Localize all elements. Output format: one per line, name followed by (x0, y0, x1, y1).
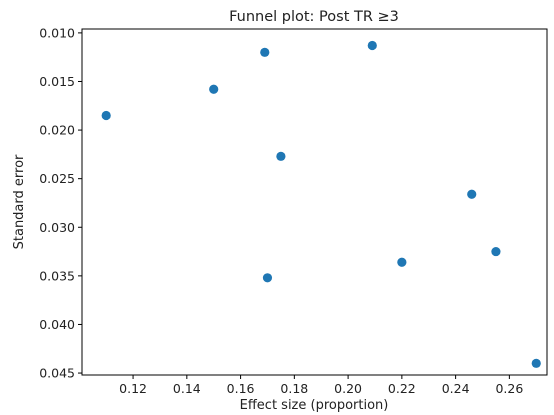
y-tick-label: 0.035 (39, 268, 75, 283)
y-tick-label: 0.020 (39, 123, 75, 138)
y-axis: 0.010 0.015 0.020 0.025 0.030 0.035 0.040 0.045 (39, 25, 82, 381)
x-tick-label: 0.18 (280, 381, 308, 396)
scatter-point (367, 40, 377, 51)
x-tick-label: 0.14 (173, 381, 201, 396)
scatter-point (276, 151, 286, 161)
y-tick-label: 0.040 (39, 317, 75, 332)
x-axis-title: Effect size (proportion) (240, 398, 389, 413)
y-axis-title: Standard error (12, 154, 27, 249)
scatter-point (531, 358, 541, 368)
scatter-point (209, 84, 219, 94)
scatter-point (262, 273, 273, 283)
x-tick-label: 0.20 (334, 381, 362, 396)
y-tick-label: 0.025 (39, 171, 75, 186)
y-tick-label: 0.030 (39, 220, 75, 235)
scatter-point (491, 246, 501, 257)
scatter-point (397, 257, 407, 267)
scatter-point (260, 47, 270, 57)
chart-title: Funnel plot: Post TR ≥3 (229, 9, 399, 25)
scatter-point (467, 189, 477, 199)
plot-area-frame (81, 28, 548, 376)
x-tick-label: 0.24 (442, 381, 470, 396)
scatter-point (101, 110, 111, 121)
y-tick-label: 0.015 (39, 74, 75, 89)
y-tick-label: 0.010 (39, 25, 75, 40)
x-tick-label: 0.16 (227, 381, 255, 396)
y-tick-label: 0.045 (39, 366, 75, 381)
x-tick-label: 0.12 (119, 381, 147, 396)
x-tick-label: 0.22 (388, 381, 416, 396)
scatter-points (101, 40, 541, 368)
x-axis: 0.12 0.14 0.16 0.18 0.20 0.22 0.24 0.26 (119, 375, 523, 396)
x-tick-label: 0.26 (495, 381, 523, 396)
